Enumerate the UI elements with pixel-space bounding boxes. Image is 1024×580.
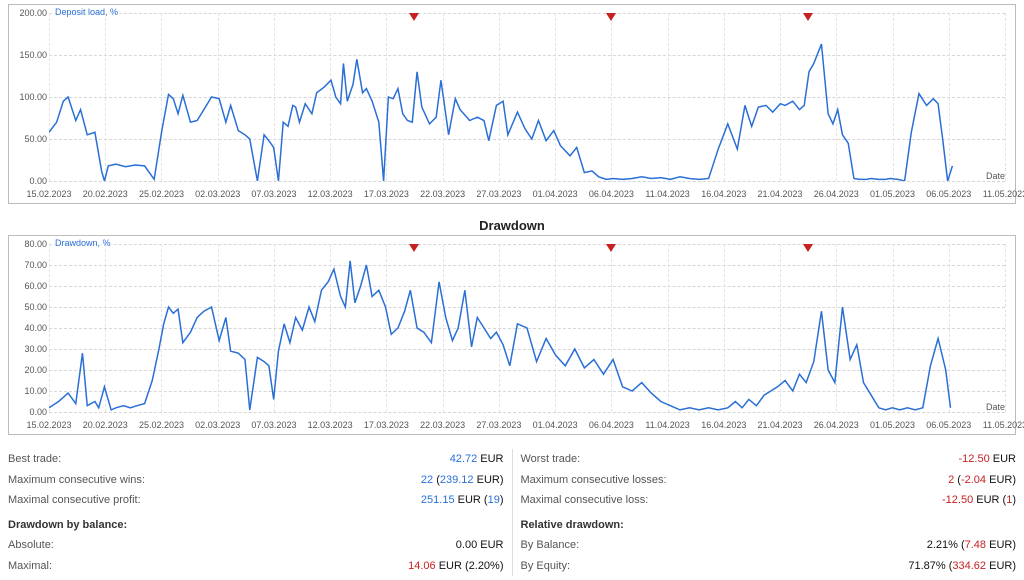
stats-right-column: Worst trade:-12.50 EURMaximum consecutiv… [521,449,1017,576]
stats-divider [512,449,513,576]
drawdown-chart: Drawdown Drawdown, % Date 0.0010.0020.00… [8,218,1016,435]
deposit-load-chart-canvas: Deposit load, % Date 0.0050.00100.00150.… [8,4,1016,204]
stats-left-column: Best trade:42.72 EURMaximum consecutive … [8,449,504,576]
deposit-load-chart: Deposit load, % Date 0.0050.00100.00150.… [8,4,1016,204]
drawdown-chart-canvas: Drawdown, % Date 0.0010.0020.0030.0040.0… [8,235,1016,435]
chart1-corner-label: Deposit load, % [53,7,120,17]
chart2-title: Drawdown [8,218,1016,233]
stats-table: Best trade:42.72 EURMaximum consecutive … [8,449,1016,576]
chart2-corner-label: Drawdown, % [53,238,113,248]
